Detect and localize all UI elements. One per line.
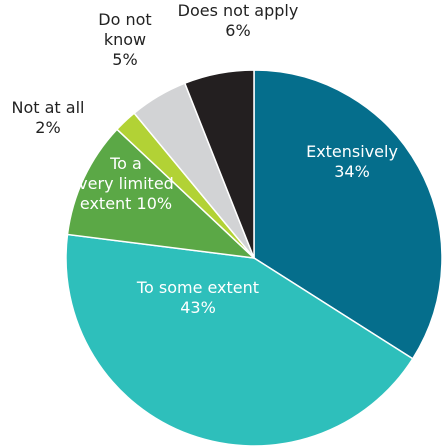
slice-label-line: To a [109, 154, 142, 173]
slice-label-line: Does not apply [178, 1, 299, 20]
slice-label-line: 43% [180, 298, 216, 317]
slice-label-line: know [104, 30, 146, 49]
pie-slices [65, 69, 443, 447]
slice-label-line: 5% [112, 50, 137, 69]
slice-label-3: Not at all 2% [12, 98, 85, 137]
pie-slice-1 [65, 233, 414, 447]
slice-label-2: To a very limited extent 10% [78, 154, 174, 213]
slice-label-5: Does not apply 6% [178, 1, 299, 40]
slice-label-line: very limited [78, 174, 174, 193]
slice-label-line: extent 10% [80, 194, 172, 213]
slice-label-line: To some extent [136, 278, 259, 297]
slice-label-4: Do not know 5% [98, 10, 151, 69]
slice-label-line: 2% [35, 118, 60, 137]
pie-slice-0 [253, 69, 443, 360]
slice-label-0: Extensively 34% [306, 142, 398, 181]
pie-slice-5 [183, 69, 255, 259]
pie-slice-2 [66, 128, 257, 260]
slice-label-line: Do not [98, 10, 151, 29]
pie-labels: Extensively 34% To some extent 43% To a very … [12, 1, 398, 317]
slice-label-line: Extensively [306, 142, 398, 161]
slice-label-line: Not at all [12, 98, 85, 117]
slice-label-line: 6% [225, 21, 250, 40]
slice-label-line: 34% [334, 162, 370, 181]
slice-label-1: To some extent 43% [136, 278, 259, 317]
